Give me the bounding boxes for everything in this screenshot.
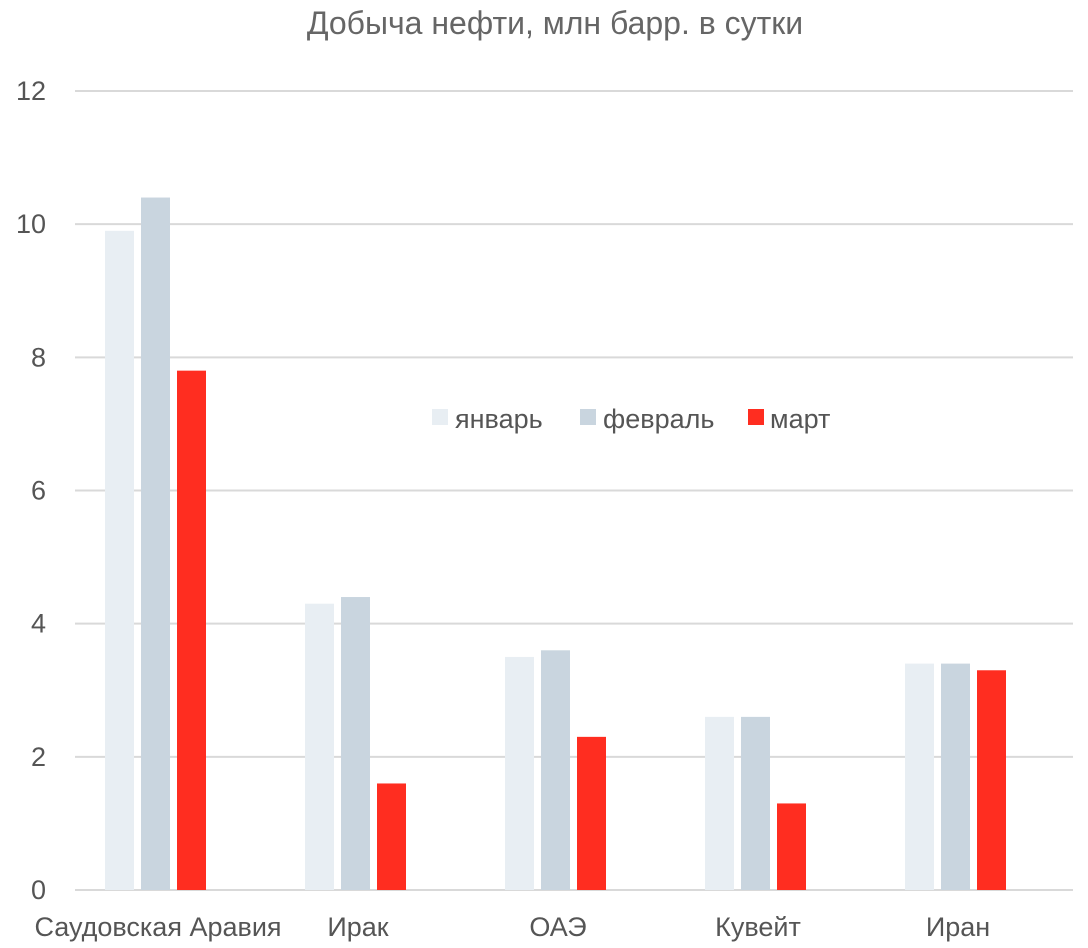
bar-ОАЭ-январь	[505, 656, 534, 890]
y-tick-label: 4	[31, 609, 46, 639]
legend-item: март	[748, 404, 830, 434]
legend-item: январь	[432, 404, 543, 434]
y-tick-label: 2	[31, 742, 46, 772]
y-tick-label: 10	[16, 209, 46, 239]
bar-Ирак-февраль	[341, 597, 370, 890]
bar-Саудовская Аравия-январь	[105, 230, 134, 890]
bar-ОАЭ-март	[577, 736, 606, 890]
x-category-label: Саудовская Аравия	[34, 912, 281, 942]
legend-label: март	[770, 404, 830, 434]
bar-Саудовская Аравия-март	[177, 370, 206, 890]
bar-Иран-март	[977, 670, 1006, 890]
y-tick-label: 6	[31, 476, 46, 506]
bar-Ирак-январь	[305, 603, 334, 890]
y-tick-label: 0	[31, 875, 46, 905]
bar-Кувейт-январь	[705, 716, 734, 890]
bar-Иран-январь	[905, 663, 934, 890]
bar-Саудовская Аравия-февраль	[141, 197, 170, 891]
x-axis-labels: Саудовская Аравия Ирак ОАЭ Кувейт Иран	[34, 912, 990, 942]
legend-swatch	[580, 409, 596, 425]
bar-Иран-февраль	[941, 663, 970, 890]
y-axis-labels: 0 2 4 6 8 10 12	[16, 76, 46, 905]
bars	[105, 197, 1006, 891]
y-tick-label: 8	[31, 342, 46, 372]
x-category-label: Кувейт	[715, 912, 801, 942]
legend-label: февраль	[603, 404, 714, 434]
bar-Кувейт-февраль	[741, 716, 770, 890]
bar-Ирак-март	[377, 783, 406, 890]
bar-ОАЭ-февраль	[541, 650, 570, 890]
x-category-label: Ирак	[327, 912, 388, 942]
legend-swatch	[748, 409, 764, 425]
chart-title: Добыча нефти, млн барр. в сутки	[307, 5, 803, 41]
grid-lines	[75, 90, 1073, 891]
legend-swatch	[432, 409, 448, 425]
x-category-label: ОАЭ	[529, 912, 586, 942]
x-category-label: Иран	[926, 912, 990, 942]
y-tick-label: 12	[16, 76, 46, 106]
bar-Кувейт-март	[777, 803, 806, 890]
legend-label: январь	[455, 404, 543, 434]
legend-item: февраль	[580, 404, 714, 434]
legend: январь февраль март	[432, 404, 830, 434]
